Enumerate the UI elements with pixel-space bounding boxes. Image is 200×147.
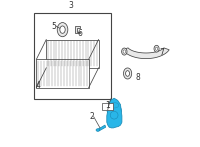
Ellipse shape bbox=[107, 104, 121, 117]
Text: 6: 6 bbox=[77, 29, 82, 38]
Ellipse shape bbox=[57, 23, 68, 37]
Text: 8: 8 bbox=[136, 72, 141, 81]
Bar bbox=[46, 40, 99, 68]
Text: 4: 4 bbox=[36, 81, 41, 90]
Text: 5: 5 bbox=[52, 22, 56, 31]
Ellipse shape bbox=[122, 48, 127, 55]
Polygon shape bbox=[98, 125, 106, 131]
Ellipse shape bbox=[154, 45, 159, 52]
Ellipse shape bbox=[126, 71, 130, 76]
Text: 1: 1 bbox=[105, 101, 110, 110]
Bar bbox=[34, 13, 111, 99]
Bar bbox=[36, 59, 89, 88]
Text: 7: 7 bbox=[159, 49, 164, 57]
Text: 3: 3 bbox=[69, 1, 73, 10]
Ellipse shape bbox=[123, 50, 126, 53]
Ellipse shape bbox=[60, 26, 65, 33]
Polygon shape bbox=[75, 26, 80, 33]
Polygon shape bbox=[107, 98, 122, 128]
Ellipse shape bbox=[96, 129, 100, 131]
Ellipse shape bbox=[155, 47, 158, 50]
Text: 2: 2 bbox=[90, 112, 95, 121]
FancyBboxPatch shape bbox=[102, 103, 113, 110]
Ellipse shape bbox=[123, 68, 132, 79]
Polygon shape bbox=[123, 48, 169, 59]
